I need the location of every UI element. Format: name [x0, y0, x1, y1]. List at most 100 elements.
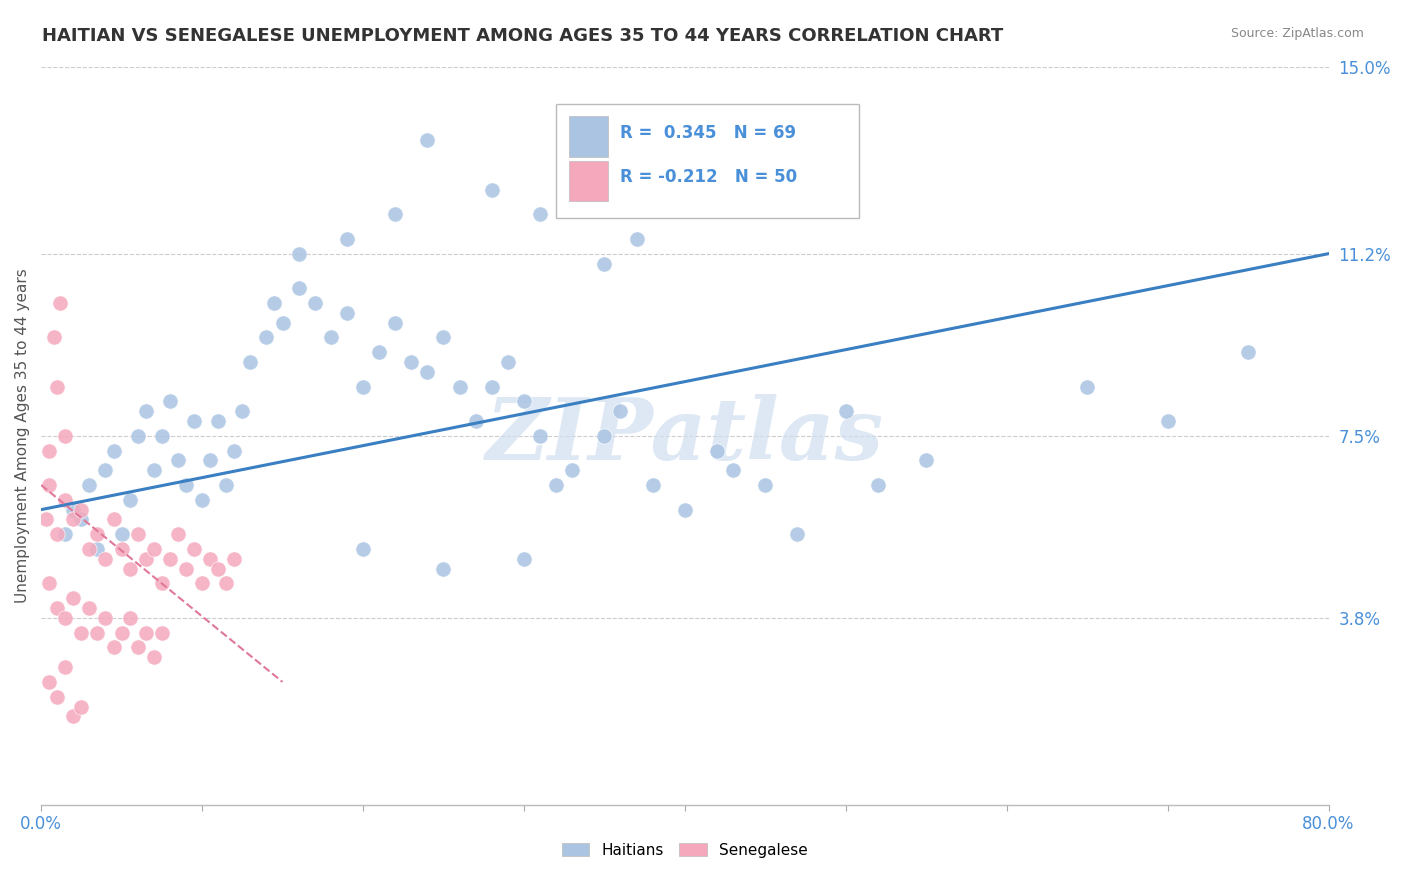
Point — [198, 552, 221, 566]
Point — [352, 379, 374, 393]
Point — [62, 591, 84, 606]
Point — [127, 640, 149, 655]
Point — [53, 429, 76, 443]
Point — [1076, 379, 1098, 393]
Point — [304, 296, 326, 310]
Point — [118, 562, 141, 576]
Point — [142, 650, 165, 665]
Point — [319, 330, 342, 344]
Point — [191, 576, 214, 591]
Bar — [569, 117, 607, 157]
Point — [546, 478, 568, 492]
Text: R =  0.345   N = 69: R = 0.345 N = 69 — [620, 124, 797, 142]
Point — [53, 660, 76, 674]
Point — [46, 601, 69, 615]
Y-axis label: Unemployment Among Ages 35 to 44 years: Unemployment Among Ages 35 to 44 years — [15, 268, 30, 603]
Point — [721, 463, 744, 477]
Point — [159, 552, 181, 566]
Point — [271, 316, 294, 330]
Point — [53, 611, 76, 625]
Point — [183, 414, 205, 428]
Point — [263, 296, 285, 310]
Point — [449, 379, 471, 393]
Point — [287, 281, 309, 295]
Point — [135, 625, 157, 640]
Point — [38, 674, 60, 689]
Point — [464, 414, 486, 428]
Text: Source: ZipAtlas.com: Source: ZipAtlas.com — [1230, 27, 1364, 40]
Point — [159, 394, 181, 409]
Point — [529, 429, 551, 443]
Point — [70, 699, 93, 714]
Point — [706, 443, 728, 458]
Point — [110, 541, 132, 556]
Point — [94, 611, 117, 625]
Point — [529, 207, 551, 221]
Point — [79, 541, 101, 556]
Point — [103, 443, 125, 458]
Point — [150, 576, 173, 591]
Text: HAITIAN VS SENEGALESE UNEMPLOYMENT AMONG AGES 35 TO 44 YEARS CORRELATION CHART: HAITIAN VS SENEGALESE UNEMPLOYMENT AMONG… — [42, 27, 1004, 45]
Point — [70, 625, 93, 640]
Point — [561, 463, 583, 477]
Point — [127, 429, 149, 443]
Point — [641, 478, 664, 492]
Point — [86, 527, 108, 541]
Point — [118, 492, 141, 507]
Point — [38, 443, 60, 458]
Point — [94, 463, 117, 477]
Point — [42, 330, 65, 344]
Point — [110, 625, 132, 640]
Point — [62, 512, 84, 526]
Point — [46, 379, 69, 393]
Point — [86, 625, 108, 640]
Point — [62, 502, 84, 516]
Point — [215, 576, 238, 591]
Point — [53, 527, 76, 541]
Text: ZIPatlas: ZIPatlas — [485, 394, 884, 477]
FancyBboxPatch shape — [557, 103, 859, 218]
Point — [224, 552, 246, 566]
Point — [1237, 345, 1260, 359]
Point — [754, 478, 776, 492]
Point — [432, 330, 454, 344]
Point — [336, 232, 359, 246]
Point — [239, 355, 262, 369]
Point — [593, 429, 616, 443]
Point — [38, 478, 60, 492]
Point — [416, 365, 439, 379]
Point — [103, 640, 125, 655]
Point — [86, 541, 108, 556]
Point — [352, 541, 374, 556]
Point — [432, 562, 454, 576]
Point — [70, 512, 93, 526]
Point — [135, 404, 157, 418]
Point — [46, 690, 69, 704]
Point — [593, 256, 616, 270]
Point — [513, 552, 536, 566]
Legend: Haitians, Senegalese: Haitians, Senegalese — [555, 837, 814, 863]
Point — [174, 478, 197, 492]
Point — [79, 601, 101, 615]
Point — [94, 552, 117, 566]
Point — [336, 306, 359, 320]
Point — [207, 562, 229, 576]
Point — [915, 453, 938, 467]
Point — [287, 246, 309, 260]
Bar — [569, 161, 607, 202]
Point — [142, 541, 165, 556]
Point — [142, 463, 165, 477]
Point — [835, 404, 858, 418]
Point — [416, 133, 439, 147]
Point — [368, 345, 391, 359]
Point — [167, 527, 190, 541]
Point — [191, 492, 214, 507]
Point — [62, 709, 84, 723]
Point — [49, 296, 72, 310]
Point — [609, 404, 631, 418]
Point — [118, 611, 141, 625]
Point — [481, 183, 503, 197]
Point — [70, 502, 93, 516]
Point — [38, 576, 60, 591]
Point — [673, 502, 696, 516]
